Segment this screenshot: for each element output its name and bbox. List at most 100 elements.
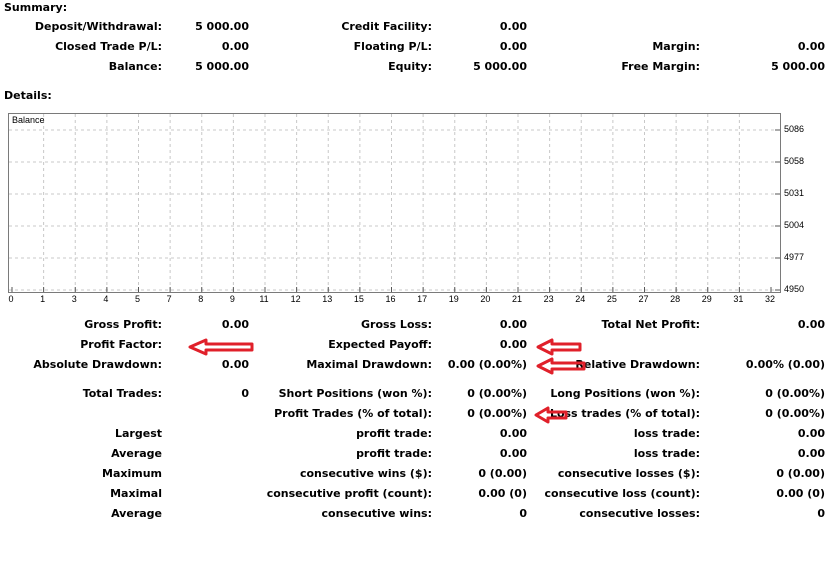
stat-value: 0 (0.00%) <box>765 407 825 420</box>
stat-value: 0 (0.00) <box>776 467 825 480</box>
stat-label: consecutive profit (count): <box>266 487 432 500</box>
stat-value: 0.00 (0) <box>776 487 825 500</box>
summary-label: Free Margin: <box>621 60 700 73</box>
stat-label: Gross Profit: <box>84 318 162 331</box>
y-tick-label: 5086 <box>784 124 805 134</box>
x-tick-label: 31 <box>733 294 744 304</box>
stat-value: 0.00 (0.00%) <box>447 358 527 371</box>
stat-value: 0.00 <box>499 318 527 331</box>
x-tick-label: 0 <box>8 294 14 304</box>
stat-value: 0.00 <box>221 358 249 371</box>
stat-value: 0 (0.00%) <box>765 387 825 400</box>
stat-value: 0 (0.00) <box>478 467 527 480</box>
summary-value: 5 000.00 <box>473 60 527 73</box>
stat-value: 0.00 <box>797 318 825 331</box>
x-tick-label: 1 <box>40 294 46 304</box>
x-tick-label: 24 <box>575 294 586 304</box>
stat-label: Maximal <box>110 487 162 500</box>
x-tick-label: 4 <box>103 294 109 304</box>
x-tick-label: 29 <box>701 294 712 304</box>
summary-label: Balance: <box>108 60 162 73</box>
summary-title: Summary: <box>4 1 68 14</box>
stat-label: Total Net Profit: <box>601 318 701 331</box>
x-tick-label: 12 <box>290 294 301 304</box>
x-tick-label: 11 <box>259 294 269 304</box>
stat-value: 0.00 <box>797 447 825 460</box>
stat-label: consecutive losses ($): <box>557 467 700 480</box>
x-tick-label: 25 <box>606 294 617 304</box>
x-tick-label: 8 <box>198 294 204 304</box>
stat-value: 0.00 <box>499 338 527 351</box>
x-tick-label: 20 <box>480 294 491 304</box>
x-tick-label: 19 <box>448 294 459 304</box>
stat-value: 0.00 <box>499 447 527 460</box>
stat-value: 0 <box>817 507 825 520</box>
summary-label: Equity: <box>388 60 432 73</box>
summary-value: 0.00 <box>499 40 527 53</box>
y-tick-label: 5004 <box>784 220 805 230</box>
stat-label: Average <box>111 507 162 520</box>
arrow-icon <box>188 338 254 356</box>
stat-label: consecutive wins ($): <box>299 467 432 480</box>
x-tick-label: 21 <box>511 294 522 304</box>
balance-chart <box>8 113 781 293</box>
arrow-icon <box>534 406 568 424</box>
stat-value: 0 (0.00%) <box>467 407 527 420</box>
stat-label: consecutive loss (count): <box>544 487 700 500</box>
summary-value: 5 000.00 <box>771 60 825 73</box>
summary-label: Deposit/Withdrawal: <box>34 20 162 33</box>
stat-label: Relative Drawdown: <box>575 358 700 371</box>
y-tick-label: 4977 <box>784 252 805 262</box>
x-tick-label: 16 <box>385 294 396 304</box>
x-tick-label: 15 <box>353 294 364 304</box>
stat-label: Maximum <box>102 467 162 480</box>
summary-value: 0.00 <box>797 40 825 53</box>
stat-label: Profit Trades (% of total): <box>274 407 432 420</box>
stat-label: Long Positions (won %): <box>550 387 700 400</box>
stat-label: loss trade: <box>633 427 700 440</box>
stat-label: Average <box>111 447 162 460</box>
y-tick-label: 5031 <box>784 188 805 198</box>
stat-label: Profit Factor: <box>80 338 162 351</box>
stat-label: Short Positions (won %): <box>278 387 432 400</box>
chart-legend: Balance <box>12 115 45 125</box>
stat-value: 0.00 <box>797 427 825 440</box>
stat-value: 0.00 <box>499 427 527 440</box>
stat-label: consecutive losses: <box>579 507 700 520</box>
stat-label: Gross Loss: <box>361 318 432 331</box>
stat-label: Largest <box>115 427 162 440</box>
x-tick-label: 28 <box>670 294 681 304</box>
x-tick-label: 13 <box>322 294 333 304</box>
summary-value: 5 000.00 <box>195 20 249 33</box>
stat-value: 0.00% (0.00) <box>745 358 825 371</box>
x-tick-label: 17 <box>417 294 428 304</box>
stat-label: Loss trades (% of total): <box>549 407 700 420</box>
x-tick-label: 27 <box>638 294 649 304</box>
stat-label: Maximal Drawdown: <box>306 358 432 371</box>
stat-label: profit trade: <box>356 447 432 460</box>
y-tick-label: 4950 <box>784 284 805 294</box>
stat-label: profit trade: <box>356 427 432 440</box>
stat-value: 0 <box>519 507 527 520</box>
summary-label: Margin: <box>652 40 700 53</box>
x-tick-label: 23 <box>543 294 554 304</box>
x-tick-label: 3 <box>71 294 77 304</box>
x-tick-label: 5 <box>134 294 140 304</box>
stat-label: loss trade: <box>633 447 700 460</box>
summary-label: Credit Facility: <box>341 20 432 33</box>
chart-grid <box>9 114 780 292</box>
summary-value: 5 000.00 <box>195 60 249 73</box>
stat-value: 0 (0.00%) <box>467 387 527 400</box>
summary-label: Floating P/L: <box>353 40 432 53</box>
stat-value: 0.00 <box>221 318 249 331</box>
x-tick-label: 9 <box>229 294 235 304</box>
summary-value: 0.00 <box>221 40 249 53</box>
y-tick-label: 5058 <box>784 156 805 166</box>
summary-label: Closed Trade P/L: <box>55 40 162 53</box>
arrow-icon <box>536 338 582 356</box>
stat-label: Expected Payoff: <box>328 338 432 351</box>
summary-value: 0.00 <box>499 20 527 33</box>
details-title: Details: <box>4 89 52 102</box>
stat-label: consecutive wins: <box>321 507 432 520</box>
x-tick-label: 7 <box>166 294 172 304</box>
